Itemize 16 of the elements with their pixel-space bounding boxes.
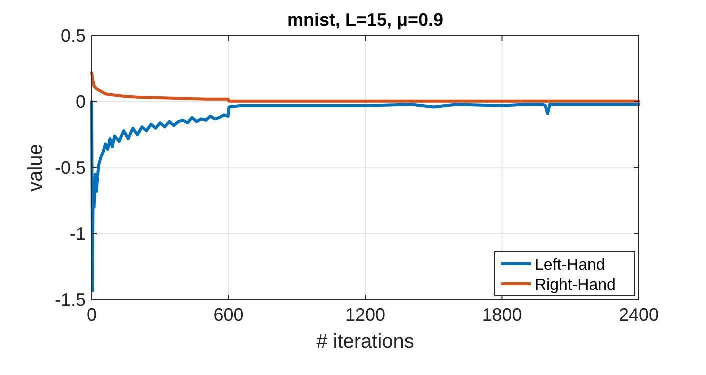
y-tick-label: -1 — [70, 224, 86, 244]
y-tick-label: -1.5 — [54, 290, 86, 310]
y-tick-label: 0.5 — [60, 26, 86, 46]
y-tick-label: -0.5 — [54, 158, 86, 178]
y-tick-label: 0 — [76, 92, 86, 112]
line-series — [90, 71, 640, 103]
y-axis-title: value — [25, 144, 47, 192]
x-tick-label: 2400 — [618, 305, 660, 325]
chart-title: mnist, L=15, μ=0.9 — [287, 10, 444, 30]
x-tick-label: 1200 — [345, 305, 386, 325]
legend-label: Right-Hand — [535, 277, 616, 294]
line-series — [90, 100, 640, 292]
legend-label: Left-Hand — [535, 257, 606, 274]
x-axis-title: # iterations — [316, 331, 414, 353]
x-tick-label: 1800 — [482, 305, 522, 325]
x-tick-label: 600 — [214, 305, 244, 325]
